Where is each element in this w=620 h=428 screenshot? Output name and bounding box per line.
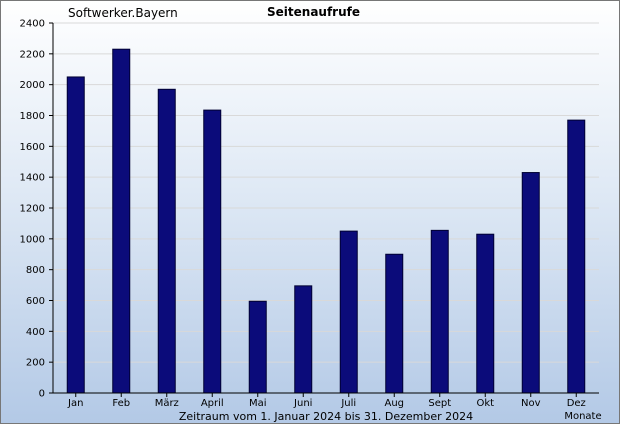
x-tick-label: Okt	[476, 398, 494, 409]
x-tick-label: Feb	[112, 398, 130, 409]
x-tick-label: Nov	[521, 398, 541, 409]
y-tick-label: 200	[26, 358, 45, 369]
y-tick-label: 2200	[20, 49, 45, 60]
bar-Feb	[112, 48, 131, 394]
bar-Jan	[66, 76, 85, 394]
bar-Juni	[294, 285, 313, 394]
x-tick-label: Juli	[340, 398, 356, 409]
bar-Dez	[567, 119, 586, 394]
y-tick-label: 0	[39, 389, 45, 400]
y-tick-label: 1000	[20, 234, 45, 245]
x-tick-label: März	[155, 398, 179, 409]
bar-Juli	[339, 230, 358, 394]
x-tick-label: April	[201, 398, 224, 409]
chart-title: Seitenaufrufe	[267, 5, 360, 19]
y-tick-label: 1200	[20, 204, 45, 215]
y-tick-label: 400	[26, 327, 45, 338]
bar-Nov	[521, 172, 540, 394]
y-tick-label: 1400	[20, 173, 45, 184]
x-tick-label: Sept	[428, 398, 451, 409]
bar-Aug	[385, 253, 404, 394]
x-unit-label: Monate	[564, 411, 601, 422]
bar-Sept	[430, 229, 449, 394]
y-tick-labels: 0 200 400 600 800 1000 1200 1400 1600 1800 2000 220…	[20, 19, 53, 400]
x-tick-label: Juni	[293, 398, 312, 409]
y-tick-label: 800	[26, 265, 45, 276]
bars	[66, 48, 586, 394]
site-name: Softwerker.Bayern	[68, 6, 178, 20]
y-tick-label: 1800	[20, 111, 45, 122]
y-tick-label: 1600	[20, 142, 45, 153]
x-tick-label: Dez	[567, 398, 586, 409]
grid-lines	[53, 22, 599, 363]
y-tick-label: 2000	[20, 80, 45, 91]
bar-Mai	[248, 300, 267, 394]
y-tick-label: 2400	[20, 19, 45, 30]
x-tick-label: Aug	[384, 398, 404, 409]
bar-Okt	[476, 233, 495, 394]
bar-März	[157, 88, 176, 394]
x-tick-label: Mai	[249, 398, 267, 409]
x-tick-label: Jan	[67, 398, 83, 409]
x-axis-label: Zeitraum vom 1. Januar 2024 bis 31. Deze…	[179, 410, 473, 423]
x-tick-labels: Jan Feb März April Mai Juni Juli Aug Sept Okt Nov D…	[67, 393, 586, 409]
y-tick-label: 600	[26, 296, 45, 307]
bar-April	[203, 109, 222, 394]
